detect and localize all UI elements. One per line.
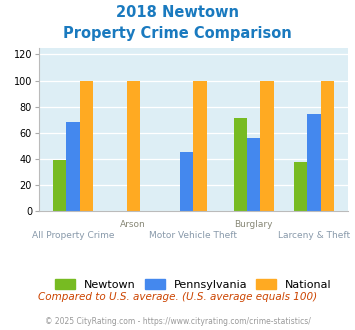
Bar xyxy=(307,115,321,211)
Bar xyxy=(193,81,207,211)
Bar xyxy=(127,81,140,211)
Bar xyxy=(80,81,93,211)
Bar xyxy=(66,122,80,211)
Bar xyxy=(294,162,307,211)
Text: Burglary: Burglary xyxy=(234,220,273,229)
Legend: Newtown, Pennsylvania, National: Newtown, Pennsylvania, National xyxy=(55,279,332,290)
Bar xyxy=(260,81,274,211)
Bar xyxy=(321,81,334,211)
Bar xyxy=(234,118,247,211)
Text: Compared to U.S. average. (U.S. average equals 100): Compared to U.S. average. (U.S. average … xyxy=(38,292,317,302)
Text: Property Crime Comparison: Property Crime Comparison xyxy=(63,26,292,41)
Bar xyxy=(53,160,66,211)
Text: 2018 Newtown: 2018 Newtown xyxy=(116,5,239,20)
Text: Arson: Arson xyxy=(120,220,146,229)
Text: © 2025 CityRating.com - https://www.cityrating.com/crime-statistics/: © 2025 CityRating.com - https://www.city… xyxy=(45,317,310,326)
Bar xyxy=(180,152,193,211)
Text: All Property Crime: All Property Crime xyxy=(32,231,114,240)
Text: Larceny & Theft: Larceny & Theft xyxy=(278,231,350,240)
Bar xyxy=(247,138,260,211)
Text: Motor Vehicle Theft: Motor Vehicle Theft xyxy=(149,231,237,240)
